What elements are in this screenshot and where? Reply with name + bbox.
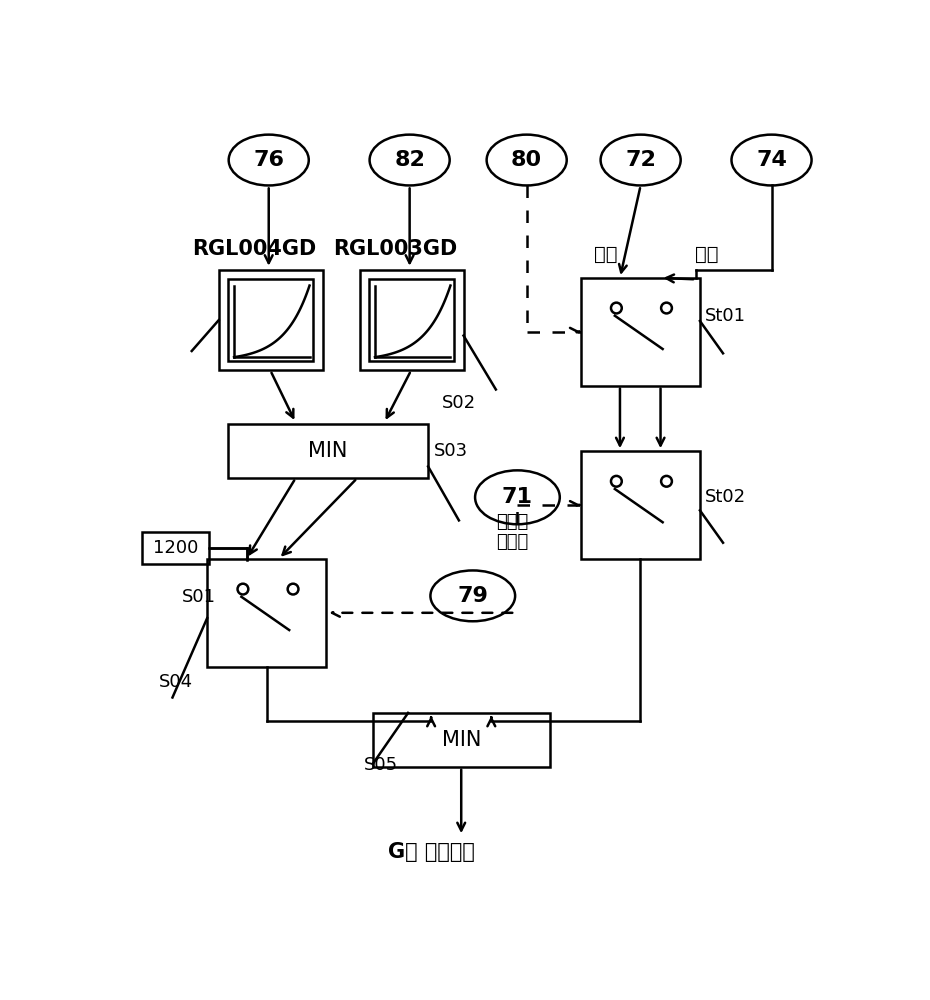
Text: MIN: MIN [309,441,348,461]
Text: 手动: 手动 [695,245,718,264]
Text: RGL004GD: RGL004GD [192,239,316,259]
Text: 76: 76 [253,150,285,170]
Text: S05: S05 [364,756,397,774]
Bar [580,278,700,386]
Bar [369,279,454,361]
Bar [373,713,550,767]
Text: 79: 79 [458,586,488,606]
Text: S03: S03 [434,442,469,460]
Text: 74: 74 [756,150,787,170]
Text: 82: 82 [394,150,425,170]
Text: St01: St01 [705,307,746,325]
Bar [219,270,323,370]
Text: G棒 棒位定值: G棒 棒位定值 [388,842,475,861]
Bar [580,451,700,559]
Text: 1200: 1200 [153,539,198,557]
Text: MIN: MIN [442,730,481,750]
Bar [360,270,463,370]
Bar [207,559,326,667]
Text: RGL003GD: RGL003GD [333,239,457,259]
Text: S04: S04 [159,673,193,691]
Text: 发生负
荷速降: 发生负 荷速降 [496,513,528,551]
Bar [228,279,313,361]
Text: 自动: 自动 [593,245,618,264]
Text: S02: S02 [442,394,476,412]
Text: 80: 80 [512,150,542,170]
Text: S01: S01 [181,588,216,606]
Text: St02: St02 [705,488,747,506]
Bar [228,424,428,478]
Text: 72: 72 [625,150,656,170]
Text: 71: 71 [502,487,533,507]
Bar [141,532,209,564]
